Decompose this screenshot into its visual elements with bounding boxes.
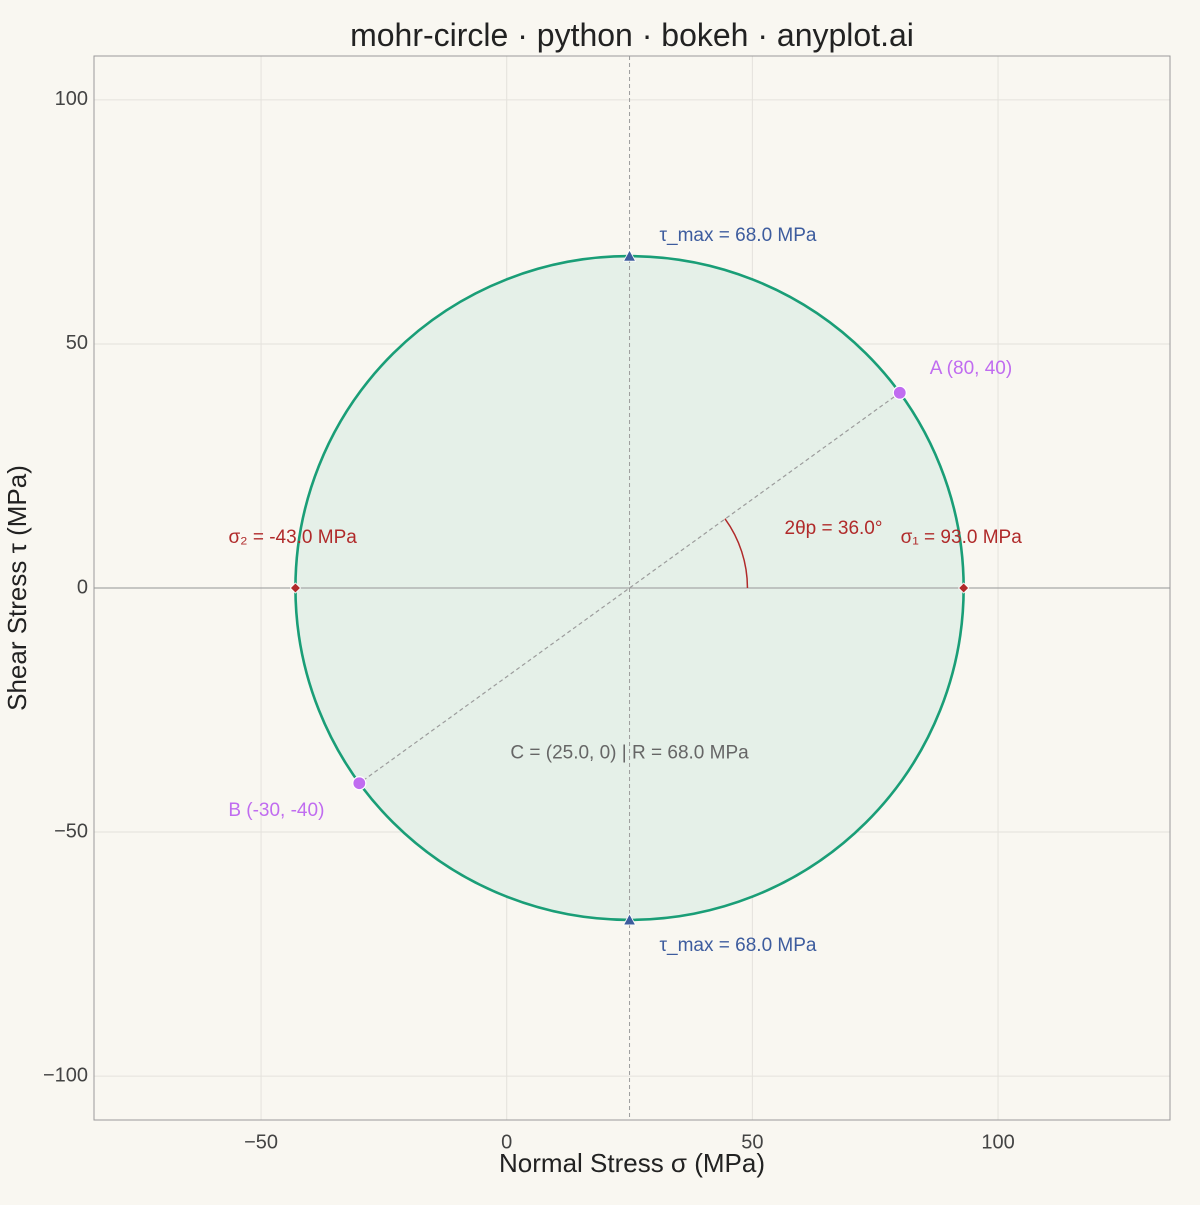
- x-tick-label: −50: [244, 1131, 278, 1153]
- principal-stress-label-sigma1: σ₁ = 93.0 MPa: [901, 527, 1023, 548]
- principal-stress-label-sigma2: σ₂ = -43.0 MPa: [228, 527, 357, 548]
- y-axis-title: Shear Stress τ (MPa): [2, 465, 32, 711]
- y-tick-label: 50: [66, 332, 88, 354]
- angle-arc: [724, 518, 749, 589]
- x-tick-label: 0: [501, 1131, 512, 1153]
- stress-point-A: [892, 385, 907, 400]
- max-shear-marker-tau-max-top: [622, 249, 637, 262]
- stress-point-B: [352, 776, 367, 791]
- principal-stress-marker-sigma2: [289, 582, 302, 594]
- stress-point-label-A: A (80, 40): [930, 358, 1012, 379]
- y-tick-label: −100: [43, 1064, 88, 1086]
- max-shear-marker-tau-max-bottom: [622, 913, 637, 926]
- max-shear-label-tau-max-bottom: τ_max = 68.0 MPa: [660, 935, 817, 956]
- y-tick-label: −50: [54, 820, 88, 842]
- stress-point-label-B: B (-30, -40): [228, 800, 324, 821]
- y-tick-label: 0: [77, 576, 88, 598]
- diameter-line: [358, 392, 901, 784]
- chart-title: mohr-circle · python · bokeh · anyplot.a…: [350, 17, 914, 53]
- x-axis-title: Normal Stress σ (MPa): [499, 1148, 765, 1178]
- max-shear-label-tau-max-top: τ_max = 68.0 MPa: [660, 225, 817, 246]
- center-radius-label: C = (25.0, 0) | R = 68.0 MPa: [510, 743, 749, 764]
- plot-frame: [93, 55, 1171, 1121]
- x-tick-label: 50: [741, 1131, 763, 1153]
- y-tick-label: 100: [55, 88, 88, 110]
- principal-stress-marker-sigma1: [958, 582, 970, 594]
- angle-label: 2θp = 36.0°: [785, 518, 883, 539]
- x-tick-label: 100: [981, 1131, 1014, 1153]
